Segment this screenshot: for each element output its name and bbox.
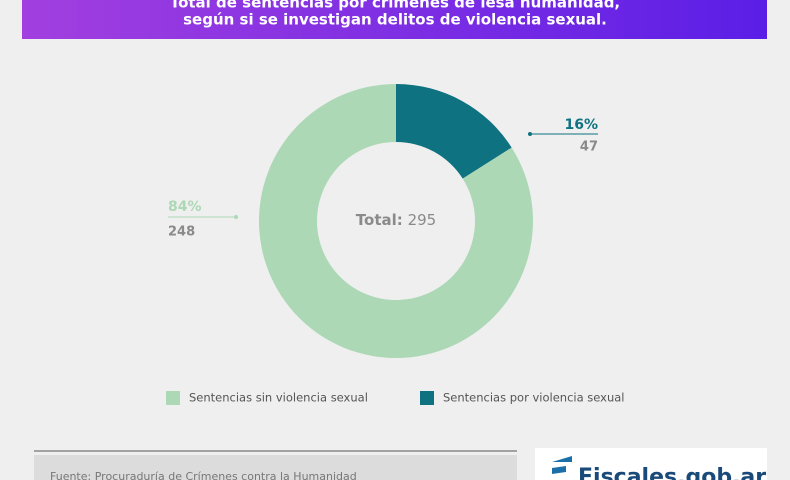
legend-label: Sentencias sin violencia sexual	[189, 391, 368, 405]
percent-label: 84%	[168, 199, 202, 215]
donut-chart: 16% 47 84% 248 Sentencias por violencia sexu…	[166, 84, 624, 405]
legend-swatch	[420, 391, 434, 405]
leader-dot	[528, 132, 532, 136]
count-label: 248	[168, 225, 195, 240]
leader-dot	[234, 215, 238, 219]
legend-label: Sentencias por violencia sexual	[443, 391, 624, 405]
center-label: Total:	[356, 211, 403, 229]
title-line: Total de sentencias por crímenes de lesa…	[170, 0, 620, 12]
logo: Fiscales.gob.ar	[578, 465, 766, 480]
slice	[396, 84, 512, 179]
center-value: 295	[408, 211, 437, 229]
title-line: según si se investigan delitos de violen…	[183, 11, 607, 29]
logo-box	[535, 448, 767, 480]
center-total: Total: 295	[356, 211, 436, 229]
percent-label: 16%	[564, 117, 598, 133]
logo-icon	[552, 456, 572, 474]
source: Fuente: Procuraduría de Crímenes contra …	[50, 470, 357, 480]
header-banner	[22, 0, 767, 39]
source-box	[34, 455, 517, 480]
legend-swatch	[166, 391, 180, 405]
slice	[259, 84, 533, 358]
count-label: 47	[580, 140, 598, 155]
